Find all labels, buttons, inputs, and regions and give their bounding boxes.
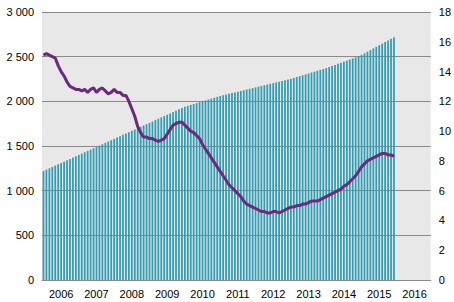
svg-text:2013: 2013: [296, 288, 320, 300]
svg-text:2 500: 2 500: [6, 51, 34, 63]
svg-text:1 500: 1 500: [6, 140, 34, 152]
svg-text:0: 0: [439, 274, 445, 286]
svg-text:2: 2: [439, 244, 445, 256]
svg-text:2007: 2007: [84, 288, 108, 300]
svg-text:16: 16: [439, 36, 451, 48]
svg-text:0: 0: [28, 274, 34, 286]
svg-text:2016: 2016: [402, 288, 426, 300]
svg-text:8: 8: [439, 155, 445, 167]
svg-text:2012: 2012: [261, 288, 285, 300]
svg-text:10: 10: [439, 125, 451, 137]
svg-text:12: 12: [439, 95, 451, 107]
svg-text:2014: 2014: [332, 288, 356, 300]
svg-text:3 000: 3 000: [6, 6, 34, 18]
svg-text:6: 6: [439, 185, 445, 197]
svg-text:2 000: 2 000: [6, 95, 34, 107]
svg-text:2009: 2009: [155, 288, 179, 300]
svg-text:18: 18: [439, 6, 451, 18]
svg-text:2015: 2015: [367, 288, 391, 300]
svg-text:500: 500: [16, 229, 34, 241]
svg-text:2008: 2008: [120, 288, 144, 300]
svg-text:2006: 2006: [49, 288, 73, 300]
svg-text:4: 4: [439, 214, 445, 226]
svg-text:2010: 2010: [190, 288, 214, 300]
svg-text:2011: 2011: [226, 288, 250, 300]
svg-text:14: 14: [439, 66, 451, 78]
svg-text:1 000: 1 000: [6, 185, 34, 197]
